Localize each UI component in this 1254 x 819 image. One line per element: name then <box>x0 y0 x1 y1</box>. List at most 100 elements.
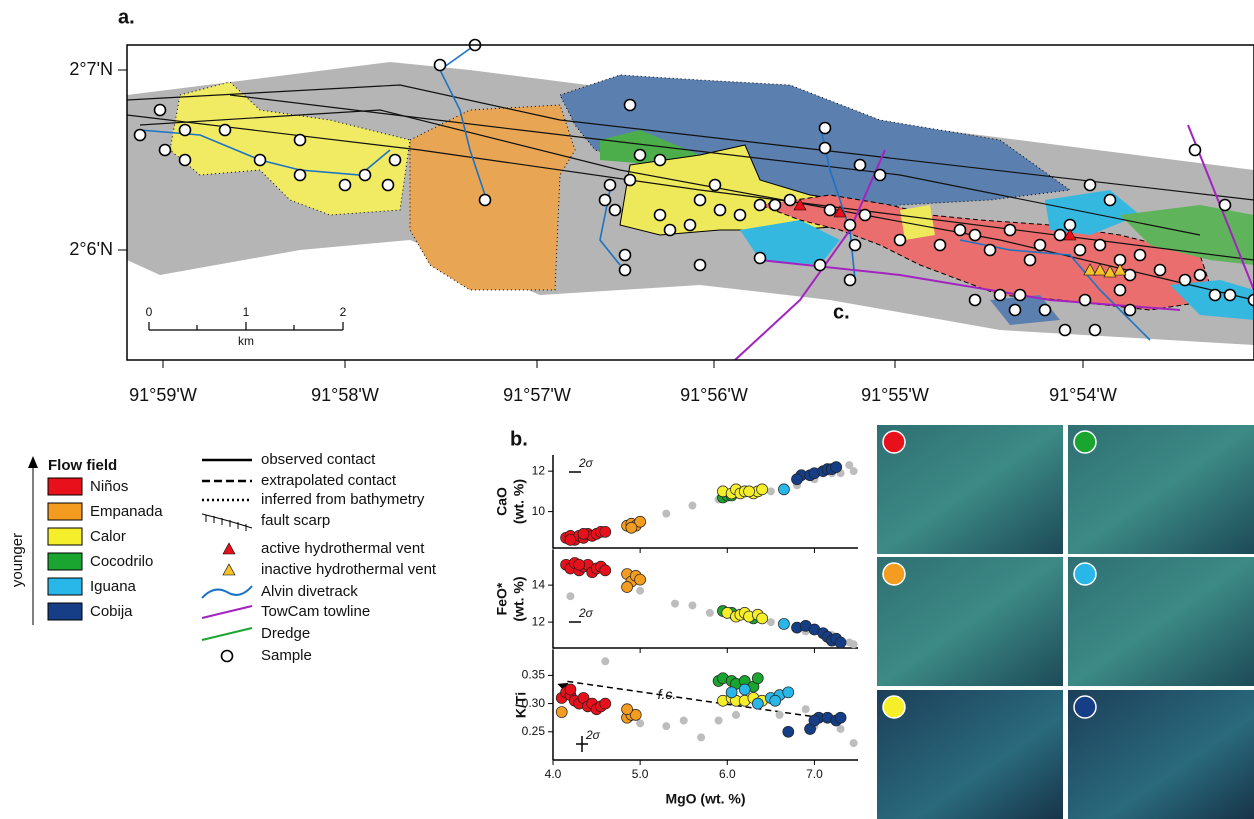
point <box>566 592 574 600</box>
sample <box>845 275 856 286</box>
point <box>565 684 576 695</box>
sample <box>620 250 631 261</box>
sample <box>935 240 946 251</box>
age-label: younger <box>9 533 26 587</box>
photo-marker <box>1074 563 1096 585</box>
point <box>778 618 789 629</box>
point <box>697 733 705 741</box>
legend-label: observed contact <box>261 451 376 468</box>
point <box>600 565 611 576</box>
point <box>792 474 803 485</box>
point <box>767 487 775 495</box>
legend-swatch <box>48 478 82 495</box>
sample <box>295 135 306 146</box>
scale-label: 0 <box>146 305 153 319</box>
point <box>635 574 646 585</box>
photo-marker <box>883 696 905 718</box>
point <box>622 581 633 592</box>
point <box>600 698 611 709</box>
sample <box>220 125 231 136</box>
legend-label: extrapolated contact <box>261 472 397 489</box>
point <box>831 462 842 473</box>
point <box>732 711 740 719</box>
sample <box>985 245 996 256</box>
point <box>556 707 567 718</box>
point <box>809 715 820 726</box>
legend-swatch <box>48 528 82 545</box>
point <box>850 739 858 747</box>
legend-label: Empanada <box>90 503 163 520</box>
trend-label: f.c. <box>658 686 677 702</box>
legend-swatch <box>48 553 82 570</box>
sample <box>710 180 721 191</box>
point <box>726 687 737 698</box>
y-tick-label: 12 <box>532 463 546 477</box>
legend-symbol <box>202 628 252 640</box>
sample <box>1195 270 1206 281</box>
sample <box>1220 200 1231 211</box>
point <box>680 717 688 725</box>
sample <box>735 210 746 221</box>
sample <box>995 290 1006 301</box>
legend-label: Calor <box>90 528 126 545</box>
sample <box>1035 240 1046 251</box>
sample <box>435 60 446 71</box>
y-tick-label: 12 <box>532 614 546 628</box>
sample <box>1060 325 1071 336</box>
sample <box>605 180 616 191</box>
legend-swatch <box>48 603 82 620</box>
x-tick-label: 6.0 <box>719 767 736 781</box>
sample <box>160 145 171 156</box>
point <box>752 698 763 709</box>
sample <box>1135 250 1146 261</box>
sample <box>180 155 191 166</box>
sample <box>1075 245 1086 256</box>
sample <box>383 180 394 191</box>
legend: Flow field younger NiñosEmpanadaCalorCoc… <box>9 451 437 664</box>
sample <box>875 170 886 181</box>
point <box>739 684 750 695</box>
point <box>770 695 781 706</box>
lon-label: 91°56'W <box>680 385 748 405</box>
point <box>601 657 609 665</box>
photo-marker <box>1074 431 1096 453</box>
sample <box>600 195 611 206</box>
sample <box>970 230 981 241</box>
sample <box>955 225 966 236</box>
legend-label: TowCam towline <box>261 603 370 620</box>
sample <box>820 123 831 134</box>
annotation: 2σ <box>578 456 594 470</box>
sample <box>155 105 166 116</box>
point <box>688 502 696 510</box>
sample <box>1005 225 1016 236</box>
sample <box>695 195 706 206</box>
sample <box>360 170 371 181</box>
sample <box>1085 180 1096 191</box>
photo-marker <box>883 431 905 453</box>
sample <box>770 200 781 211</box>
sample <box>295 170 306 181</box>
sample <box>1010 305 1021 316</box>
legend-label: Cobija <box>90 603 133 620</box>
sample <box>825 205 836 216</box>
flow-empanada <box>410 105 575 290</box>
sample <box>1155 265 1166 276</box>
legend-label: Iguana <box>90 578 137 595</box>
point <box>767 618 775 626</box>
sample <box>1015 290 1026 301</box>
point <box>622 704 633 715</box>
point <box>835 712 846 723</box>
sample <box>785 195 796 206</box>
x-tick-label: 5.0 <box>632 767 649 781</box>
x-axis-label: MgO (wt. %) <box>665 791 745 807</box>
point <box>837 725 845 733</box>
sample <box>1249 295 1254 306</box>
point <box>757 613 768 624</box>
sample <box>1190 145 1201 156</box>
sample <box>855 160 866 171</box>
point <box>752 673 763 684</box>
legend-label: fault scarp <box>261 512 330 529</box>
sample <box>815 260 826 271</box>
legend-label: Niños <box>90 478 128 495</box>
